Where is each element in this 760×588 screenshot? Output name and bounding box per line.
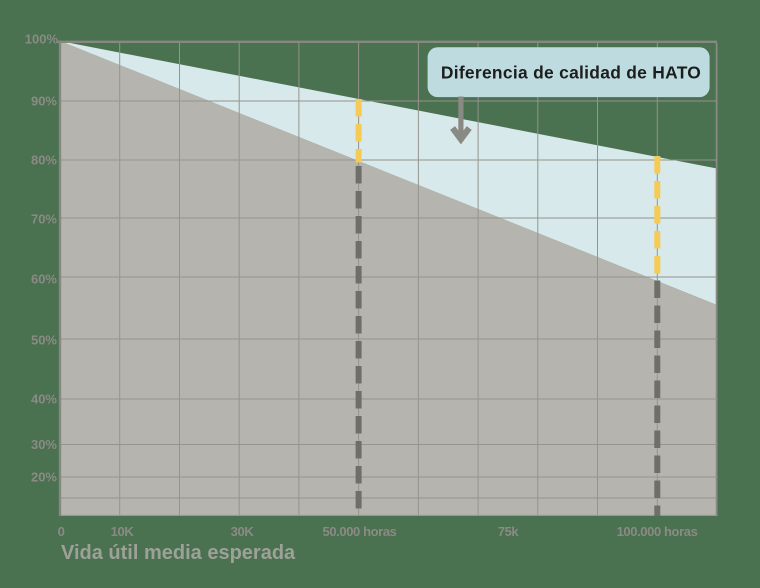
svg-text:100.000 horas: 100.000 horas xyxy=(617,524,698,539)
svg-text:50.000 horas: 50.000 horas xyxy=(323,524,397,539)
svg-text:40%: 40% xyxy=(31,392,57,407)
svg-text:75k: 75k xyxy=(498,524,520,539)
svg-text:80%: 80% xyxy=(31,153,57,168)
svg-text:Vida útil media esperada: Vida útil media esperada xyxy=(61,542,296,564)
svg-text:100%: 100% xyxy=(25,31,59,46)
svg-text:30%: 30% xyxy=(31,437,57,452)
svg-text:0: 0 xyxy=(58,524,65,539)
svg-text:Diferencia de calidad de HATO: Diferencia de calidad de HATO xyxy=(441,63,701,83)
svg-text:70%: 70% xyxy=(31,212,57,227)
svg-text:90%: 90% xyxy=(31,94,57,109)
svg-text:30K: 30K xyxy=(231,524,255,539)
svg-text:60%: 60% xyxy=(31,272,57,287)
svg-text:50%: 50% xyxy=(31,333,57,348)
svg-text:10K: 10K xyxy=(111,524,135,539)
svg-text:20%: 20% xyxy=(31,470,57,485)
